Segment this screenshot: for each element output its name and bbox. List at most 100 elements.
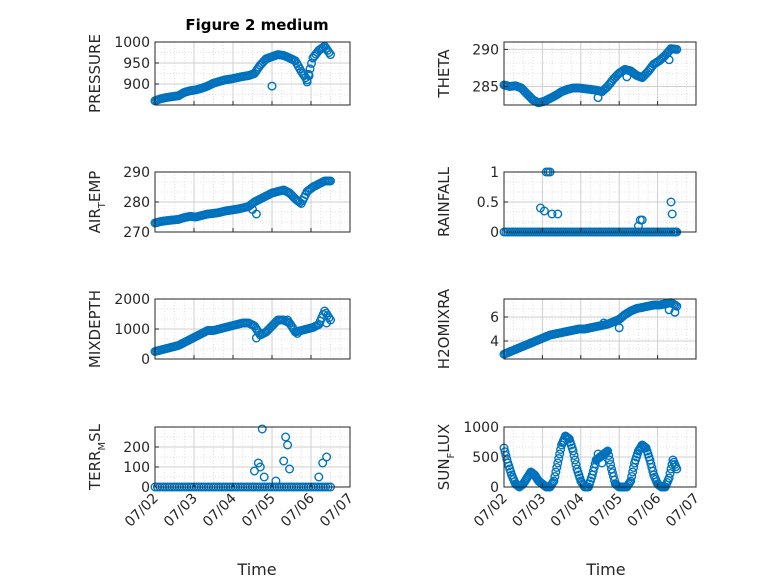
data-point (189, 212, 199, 222)
axes-box (154, 41, 351, 106)
y-axis-label-main: TERR (86, 451, 104, 492)
x-tick-label: 07/05 (239, 491, 279, 531)
y-axis-label-main: PRESSURE (86, 34, 104, 113)
y-tick-label: 0 (490, 480, 499, 496)
y-tick-label: 1 (490, 165, 499, 181)
data-point (624, 479, 634, 489)
data-point (610, 73, 620, 83)
x-tick-label: 07/03 (509, 491, 549, 531)
data-point (322, 452, 332, 462)
data-point (553, 209, 563, 219)
x-tick-label: 07/06 (625, 490, 665, 530)
data-point (589, 463, 599, 473)
data-point (277, 185, 287, 195)
data-point (616, 313, 626, 323)
x-tick-label: 07/02 (471, 491, 511, 531)
y-axis-label-subscript: T (97, 201, 108, 209)
data-point (555, 449, 565, 459)
y-axis-label-tail: EMP (86, 171, 104, 202)
data-point (321, 308, 331, 318)
data-point (570, 455, 580, 465)
data-point (639, 71, 649, 81)
data-point (286, 189, 296, 199)
data-point (281, 432, 291, 442)
x-tick-label: 07/07 (317, 491, 357, 531)
y-tick-label: 2000 (114, 292, 150, 308)
data-point (279, 456, 289, 466)
data-point (251, 323, 261, 333)
data-point (324, 48, 334, 58)
data-point (283, 317, 293, 327)
data-point (506, 467, 516, 477)
subplot-2: 285 290 THETA (435, 41, 697, 108)
data-point (670, 300, 680, 310)
data-point (324, 176, 334, 186)
y-axis-label: MIXDEPTH (86, 290, 104, 368)
data-point (647, 300, 657, 310)
y-tick-label: 500 (472, 450, 499, 466)
y-tick-label: 290 (472, 42, 499, 58)
data-point (606, 460, 616, 470)
data-point (311, 49, 321, 59)
data-point (572, 83, 582, 93)
data-point (606, 78, 616, 88)
x-tick-label: 07/03 (161, 491, 201, 531)
data-point (160, 216, 170, 226)
y-tick-label: 290 (123, 165, 150, 181)
y-tick-label: 280 (123, 195, 150, 211)
subplot-8: 0 500 1000 SUNFLUX 07/0207/0307/0407/0507/06… (435, 420, 703, 530)
subplot-6: 4 6 H2OMIXRA (435, 288, 697, 369)
data-point (553, 458, 563, 468)
axes-box (503, 298, 697, 360)
data-point (550, 472, 560, 482)
x-tick-label: 07/06 (278, 490, 318, 530)
data-point (501, 451, 511, 461)
y-axis-label-tail: SL (86, 423, 104, 442)
y-axis-label-tail: LUX (435, 424, 453, 453)
data-point (625, 478, 635, 488)
data-point (255, 462, 265, 472)
data-point (647, 463, 657, 473)
data-point (305, 64, 315, 74)
data-point (259, 472, 269, 482)
y-axis-label-main: SUN (435, 458, 453, 490)
data-point (552, 463, 562, 473)
y-axis-label: AIRTEMP (86, 171, 108, 234)
y-tick-label: 200 (123, 440, 150, 456)
data-point (637, 215, 647, 225)
y-axis-label-subscript: F (446, 452, 457, 458)
data-point (648, 466, 658, 476)
data-point (627, 472, 637, 482)
y-tick-label: 1000 (114, 322, 150, 338)
subplot-4: 0 0.5 1 RAINFALL (435, 165, 697, 241)
y-tick-label: 0 (141, 480, 150, 496)
x-axis-label-right: Time (585, 560, 625, 579)
y-axis-label-main: RAINFALL (435, 166, 453, 237)
y-axis-label: PRESSURE (86, 34, 104, 113)
data-point (666, 197, 676, 207)
y-axis-label-main: MIXDEPTH (86, 290, 104, 368)
data-point (653, 300, 663, 310)
y-axis-label-subscript: M (97, 442, 108, 451)
data-point (551, 467, 561, 477)
data-point (324, 313, 334, 323)
data-point (267, 81, 277, 91)
data-point (248, 320, 258, 330)
y-tick-label: 285 (472, 79, 499, 95)
y-axis-label-main: THETA (435, 49, 453, 99)
data-point (236, 318, 246, 328)
y-tick-label: 0.5 (477, 195, 499, 211)
data-point (271, 50, 281, 60)
data-point (252, 64, 262, 74)
data-point (667, 209, 677, 219)
data-point (628, 467, 638, 477)
subplot-5: 0 1000 2000 MIXDEPTH (86, 290, 351, 368)
subplot-3: 270 280 290 AIRTEMP (86, 165, 351, 241)
data-point (323, 311, 333, 321)
data-point (578, 324, 588, 334)
y-tick-label: 100 (123, 460, 150, 476)
data-point (317, 43, 327, 53)
data-point (554, 454, 564, 464)
